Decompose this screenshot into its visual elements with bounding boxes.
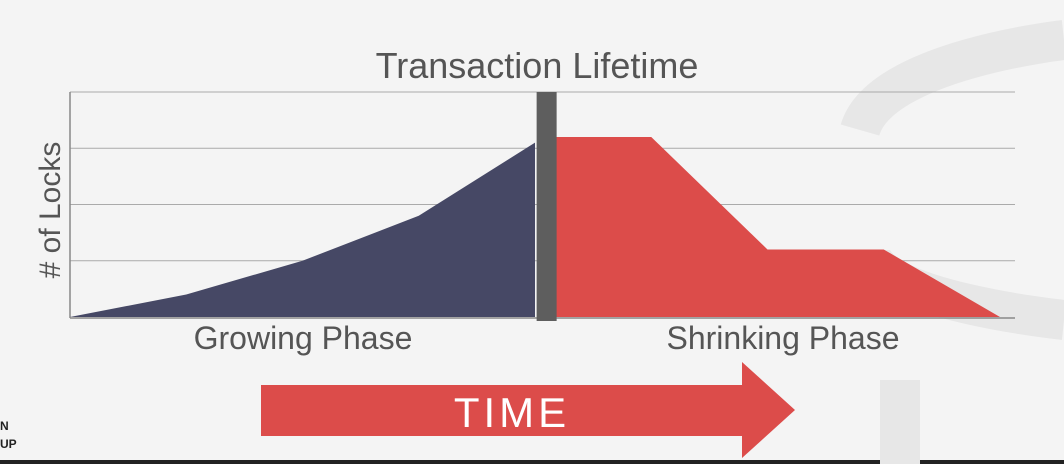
database-watermark-icon: [840, 20, 1064, 464]
time-arrow: TIME: [261, 362, 795, 458]
lock-point-marker: [536, 92, 557, 321]
shrinking-phase-label: Shrinking Phase: [666, 320, 899, 356]
shrinking-phase-area: [552, 137, 1000, 317]
growing-phase-area: [70, 142, 535, 317]
time-arrow-label: TIME: [454, 389, 570, 436]
corner-logo-line-2: UP: [0, 437, 17, 451]
chart-title: Transaction Lifetime: [376, 45, 699, 86]
area-series: [70, 137, 1000, 317]
growing-phase-label: Growing Phase: [194, 320, 413, 356]
corner-logo-line-1: N: [0, 419, 9, 433]
time-arrow-shape: [261, 362, 795, 458]
lock-point-bar: [536, 92, 557, 321]
y-axis-label: # of Locks: [34, 142, 67, 279]
slide-bottom-border: [0, 460, 1064, 464]
